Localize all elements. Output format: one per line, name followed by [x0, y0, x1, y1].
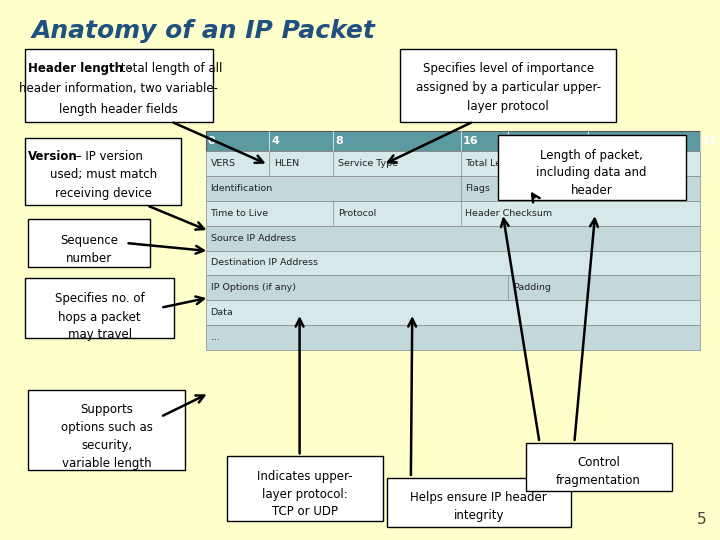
Text: 0: 0 [208, 136, 215, 146]
Text: Destination IP Address: Destination IP Address [210, 259, 318, 267]
Text: Service Type: Service Type [338, 159, 398, 168]
Text: ...: ... [210, 333, 220, 342]
Text: header: header [571, 184, 613, 197]
Text: Padding: Padding [513, 284, 551, 292]
Bar [526, 443, 672, 491]
Bar [206, 201, 700, 226]
Bar [227, 456, 383, 521]
Text: layer protocol:: layer protocol: [262, 488, 348, 501]
Bar [206, 151, 700, 176]
Text: Anatomy of an IP Packet: Anatomy of an IP Packet [32, 19, 376, 43]
Text: Control: Control [577, 456, 620, 469]
Bar [400, 49, 616, 122]
Text: receiving device: receiving device [55, 187, 151, 200]
Text: fragmentation: fragmentation [557, 474, 641, 487]
Text: Protocol: Protocol [338, 209, 377, 218]
Text: 4: 4 [271, 136, 279, 146]
Text: hops a packet: hops a packet [58, 310, 141, 323]
Text: 19: 19 [510, 136, 526, 146]
Text: used; must match: used; must match [50, 168, 157, 181]
Text: variable length: variable length [62, 457, 151, 470]
Text: Helps ensure IP header: Helps ensure IP header [410, 491, 547, 504]
Text: Time to Live: Time to Live [210, 209, 269, 218]
Text: integrity: integrity [454, 509, 504, 522]
Bar [206, 275, 700, 300]
Text: TCP or UDP: TCP or UDP [272, 505, 338, 518]
Bar [28, 390, 185, 470]
Text: Header Checksum: Header Checksum [465, 209, 552, 218]
Text: assigned by a particular upper-: assigned by a particular upper- [415, 81, 600, 94]
Text: HLEN: HLEN [274, 159, 300, 168]
Text: 24: 24 [590, 136, 606, 146]
Text: Data: Data [210, 308, 233, 317]
Text: Supports: Supports [80, 403, 133, 416]
Bar [206, 251, 700, 275]
Text: Total Lenth: Total Lenth [465, 159, 517, 168]
Text: IP Options (if any): IP Options (if any) [210, 284, 296, 292]
Text: total length of all: total length of all [117, 62, 222, 75]
Text: Length of packet,: Length of packet, [540, 148, 643, 161]
Bar [25, 49, 212, 122]
Text: including data and: including data and [536, 166, 647, 179]
Text: Indicates upper-: Indicates upper- [257, 470, 353, 483]
Text: options such as: options such as [60, 421, 153, 434]
Text: 31: 31 [701, 136, 717, 146]
Text: Source IP Address: Source IP Address [210, 234, 296, 242]
Text: number: number [66, 252, 112, 265]
Bar [206, 226, 700, 251]
Text: 5: 5 [697, 511, 706, 526]
Text: length header fields: length header fields [59, 103, 178, 116]
Bar [206, 131, 700, 151]
Text: security,: security, [81, 439, 132, 452]
Bar [25, 278, 174, 338]
Text: Specifies no. of: Specifies no. of [55, 292, 145, 305]
Text: 16: 16 [463, 136, 478, 146]
Text: Identification: Identification [210, 184, 273, 193]
Bar [25, 138, 181, 205]
Text: Specifies level of importance: Specifies level of importance [423, 62, 594, 75]
Text: Header length -: Header length - [28, 62, 132, 75]
Bar [28, 219, 150, 267]
Bar [206, 325, 700, 350]
Text: – IP version: – IP version [72, 150, 143, 163]
Text: may travel: may travel [68, 328, 132, 341]
Text: layer protocol: layer protocol [467, 100, 549, 113]
Text: Flags: Flags [465, 184, 490, 193]
Text: Sequence: Sequence [60, 234, 118, 247]
Text: Version: Version [28, 150, 78, 163]
Text: header information, two variable-: header information, two variable- [19, 82, 218, 95]
Bar [387, 478, 571, 526]
Bar [498, 135, 685, 200]
Text: Fragment Offset: Fragment Offset [513, 184, 590, 193]
Bar [206, 176, 700, 201]
Text: VERS: VERS [210, 159, 235, 168]
Bar [206, 300, 700, 325]
Text: 8: 8 [336, 136, 343, 146]
